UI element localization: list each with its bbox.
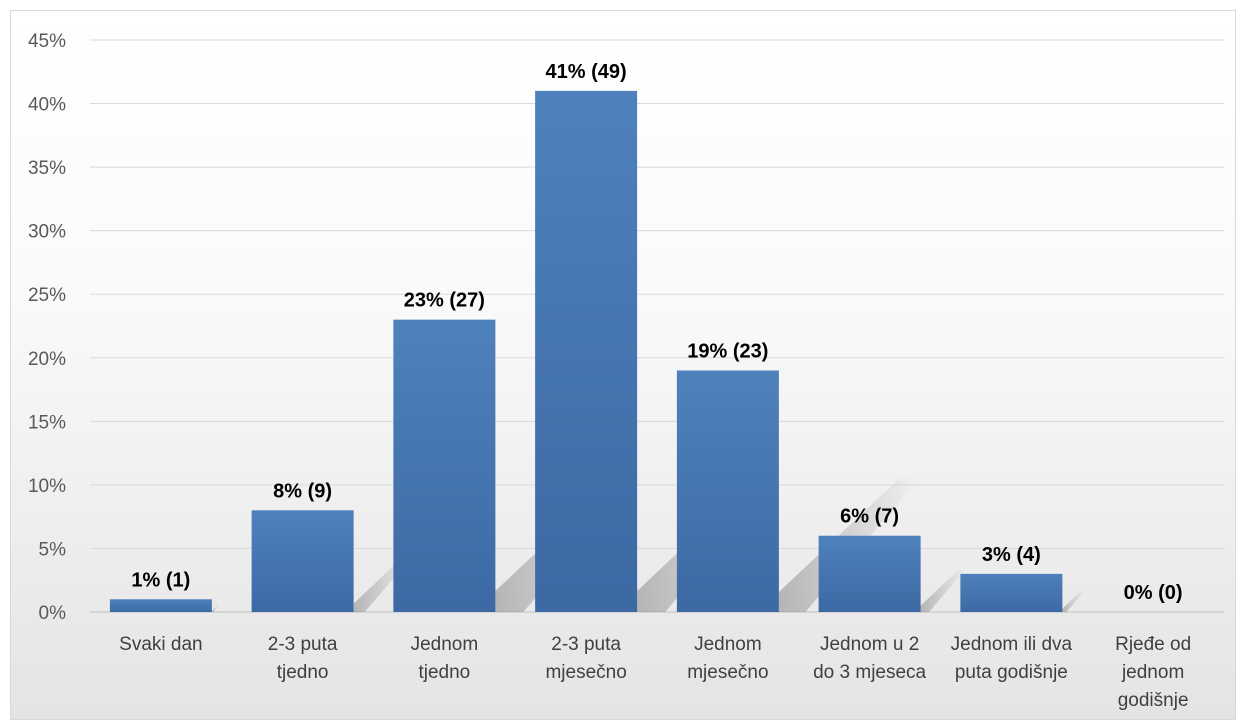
- data-label: 8% (9): [273, 480, 332, 502]
- x-axis-categories: Svaki dan 2-3 puta tjedno Jednom tjedno 2-3 p…: [119, 634, 1191, 711]
- bar: [393, 319, 496, 612]
- category-label: jednom: [1121, 662, 1184, 683]
- y-tick-label: 45%: [28, 31, 66, 52]
- data-label: 3% (4): [982, 544, 1041, 566]
- bar: [251, 510, 354, 612]
- data-label: 1% (1): [131, 569, 190, 591]
- y-tick-label: 25%: [28, 285, 66, 306]
- bars: [109, 90, 1063, 613]
- data-label: 23% (27): [404, 290, 485, 312]
- bar-shadow: [1062, 591, 1085, 612]
- bar: [676, 370, 779, 612]
- category-label: 2-3 puta: [268, 634, 338, 655]
- category-label: Rjeđe od: [1115, 634, 1191, 655]
- y-axis-ticks: 0% 5% 10% 15% 20% 25% 30% 35% 40% 45%: [28, 31, 66, 624]
- category-label: godišnje: [1118, 690, 1189, 711]
- bar: [818, 535, 921, 612]
- category-label: tjedno: [418, 662, 470, 683]
- y-tick-label: 40%: [28, 95, 66, 116]
- data-labels: 1% (1) 8% (9) 23% (27) 41% (49) 19% (23) 6% (…: [131, 61, 1182, 604]
- data-label: 0% (0): [1124, 582, 1183, 604]
- category-label: Jednom: [694, 634, 762, 655]
- category-label: puta godišnje: [955, 662, 1068, 683]
- category-label: Jednom: [411, 634, 479, 655]
- category-label: Jednom ili dva: [951, 634, 1073, 655]
- data-label: 41% (49): [546, 61, 627, 83]
- category-label: mjesečno: [687, 662, 768, 683]
- bar-shadow: [920, 570, 965, 612]
- y-tick-label: 5%: [39, 539, 67, 560]
- category-label: Svaki dan: [119, 634, 202, 655]
- y-tick-label: 15%: [28, 412, 66, 433]
- y-tick-label: 35%: [28, 158, 66, 179]
- category-label: do 3 mjeseca: [813, 662, 926, 683]
- bar: [109, 599, 212, 612]
- category-label: mjesečno: [545, 662, 626, 683]
- bar: [535, 90, 638, 613]
- y-tick-label: 20%: [28, 349, 66, 370]
- y-tick-label: 10%: [28, 476, 66, 497]
- bar: [960, 573, 1063, 612]
- category-label: Jednom u 2: [820, 634, 919, 655]
- data-label: 6% (7): [840, 506, 899, 528]
- bar-shadow: [211, 605, 220, 612]
- y-tick-label: 30%: [28, 222, 66, 243]
- y-tick-label: 0%: [39, 603, 67, 624]
- category-label: tjedno: [277, 662, 329, 683]
- data-label: 19% (23): [687, 340, 768, 362]
- category-label: 2-3 puta: [551, 634, 621, 655]
